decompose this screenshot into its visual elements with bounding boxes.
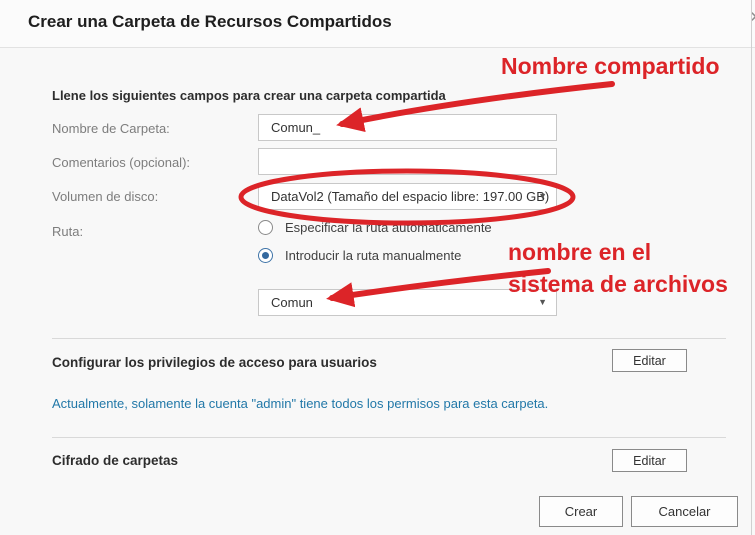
annotation-fs-name-line2: sistema de archivos [508,271,728,297]
form-intro-text: Llene los siguientes campos para crear u… [52,88,446,103]
dialog-right-border [751,0,752,535]
edit-privileges-button[interactable]: Editar [612,349,687,372]
edit-encryption-button[interactable]: Editar [612,449,687,472]
section-divider [52,437,726,438]
path-manual-radio-label: Introducir la ruta manualmente [285,247,462,263]
encryption-section-title: Cifrado de carpetas [52,453,179,468]
radio-selected-icon[interactable] [258,247,273,263]
path-auto-radio-option[interactable]: Especificar la ruta automáticamente [258,219,492,235]
disk-volume-selected-value: DataVol2 (Tamaño del espacio libre: 197.… [271,189,550,204]
comments-input[interactable] [258,148,557,175]
dialog-header: Crear una Carpeta de Recursos Compartido… [0,0,755,48]
chevron-down-icon: ▼ [538,191,547,201]
section-divider [52,338,726,339]
chevron-down-icon: ▼ [538,297,547,307]
annotation-fs-name-line1: nombre en el [508,239,652,265]
disk-volume-dropdown[interactable]: DataVol2 (Tamaño del espacio libre: 197.… [258,183,557,210]
close-icon[interactable]: ✕ [749,8,755,26]
folder-name-input[interactable] [258,114,557,141]
privileges-section-title: Configurar los privilegios de acceso par… [52,355,377,370]
disk-volume-label: Volumen de disco: [52,189,159,204]
path-auto-radio-label: Especificar la ruta automáticamente [285,219,492,235]
dialog-title: Crear una Carpeta de Recursos Compartido… [28,12,392,31]
path-manual-value: Comun [271,295,313,310]
create-button[interactable]: Crear [539,496,623,527]
privileges-note: Actualmente, solamente la cuenta "admin"… [52,396,549,411]
folder-name-label: Nombre de Carpeta: [52,121,170,136]
path-label: Ruta: [52,224,84,239]
cancel-button[interactable]: Cancelar [631,496,738,527]
path-manual-radio-option[interactable]: Introducir la ruta manualmente [258,247,461,263]
comments-label: Comentarios (opcional): [52,155,191,170]
radio-unselected-icon[interactable] [258,219,273,235]
annotation-shared-name: Nombre compartido [501,53,720,79]
